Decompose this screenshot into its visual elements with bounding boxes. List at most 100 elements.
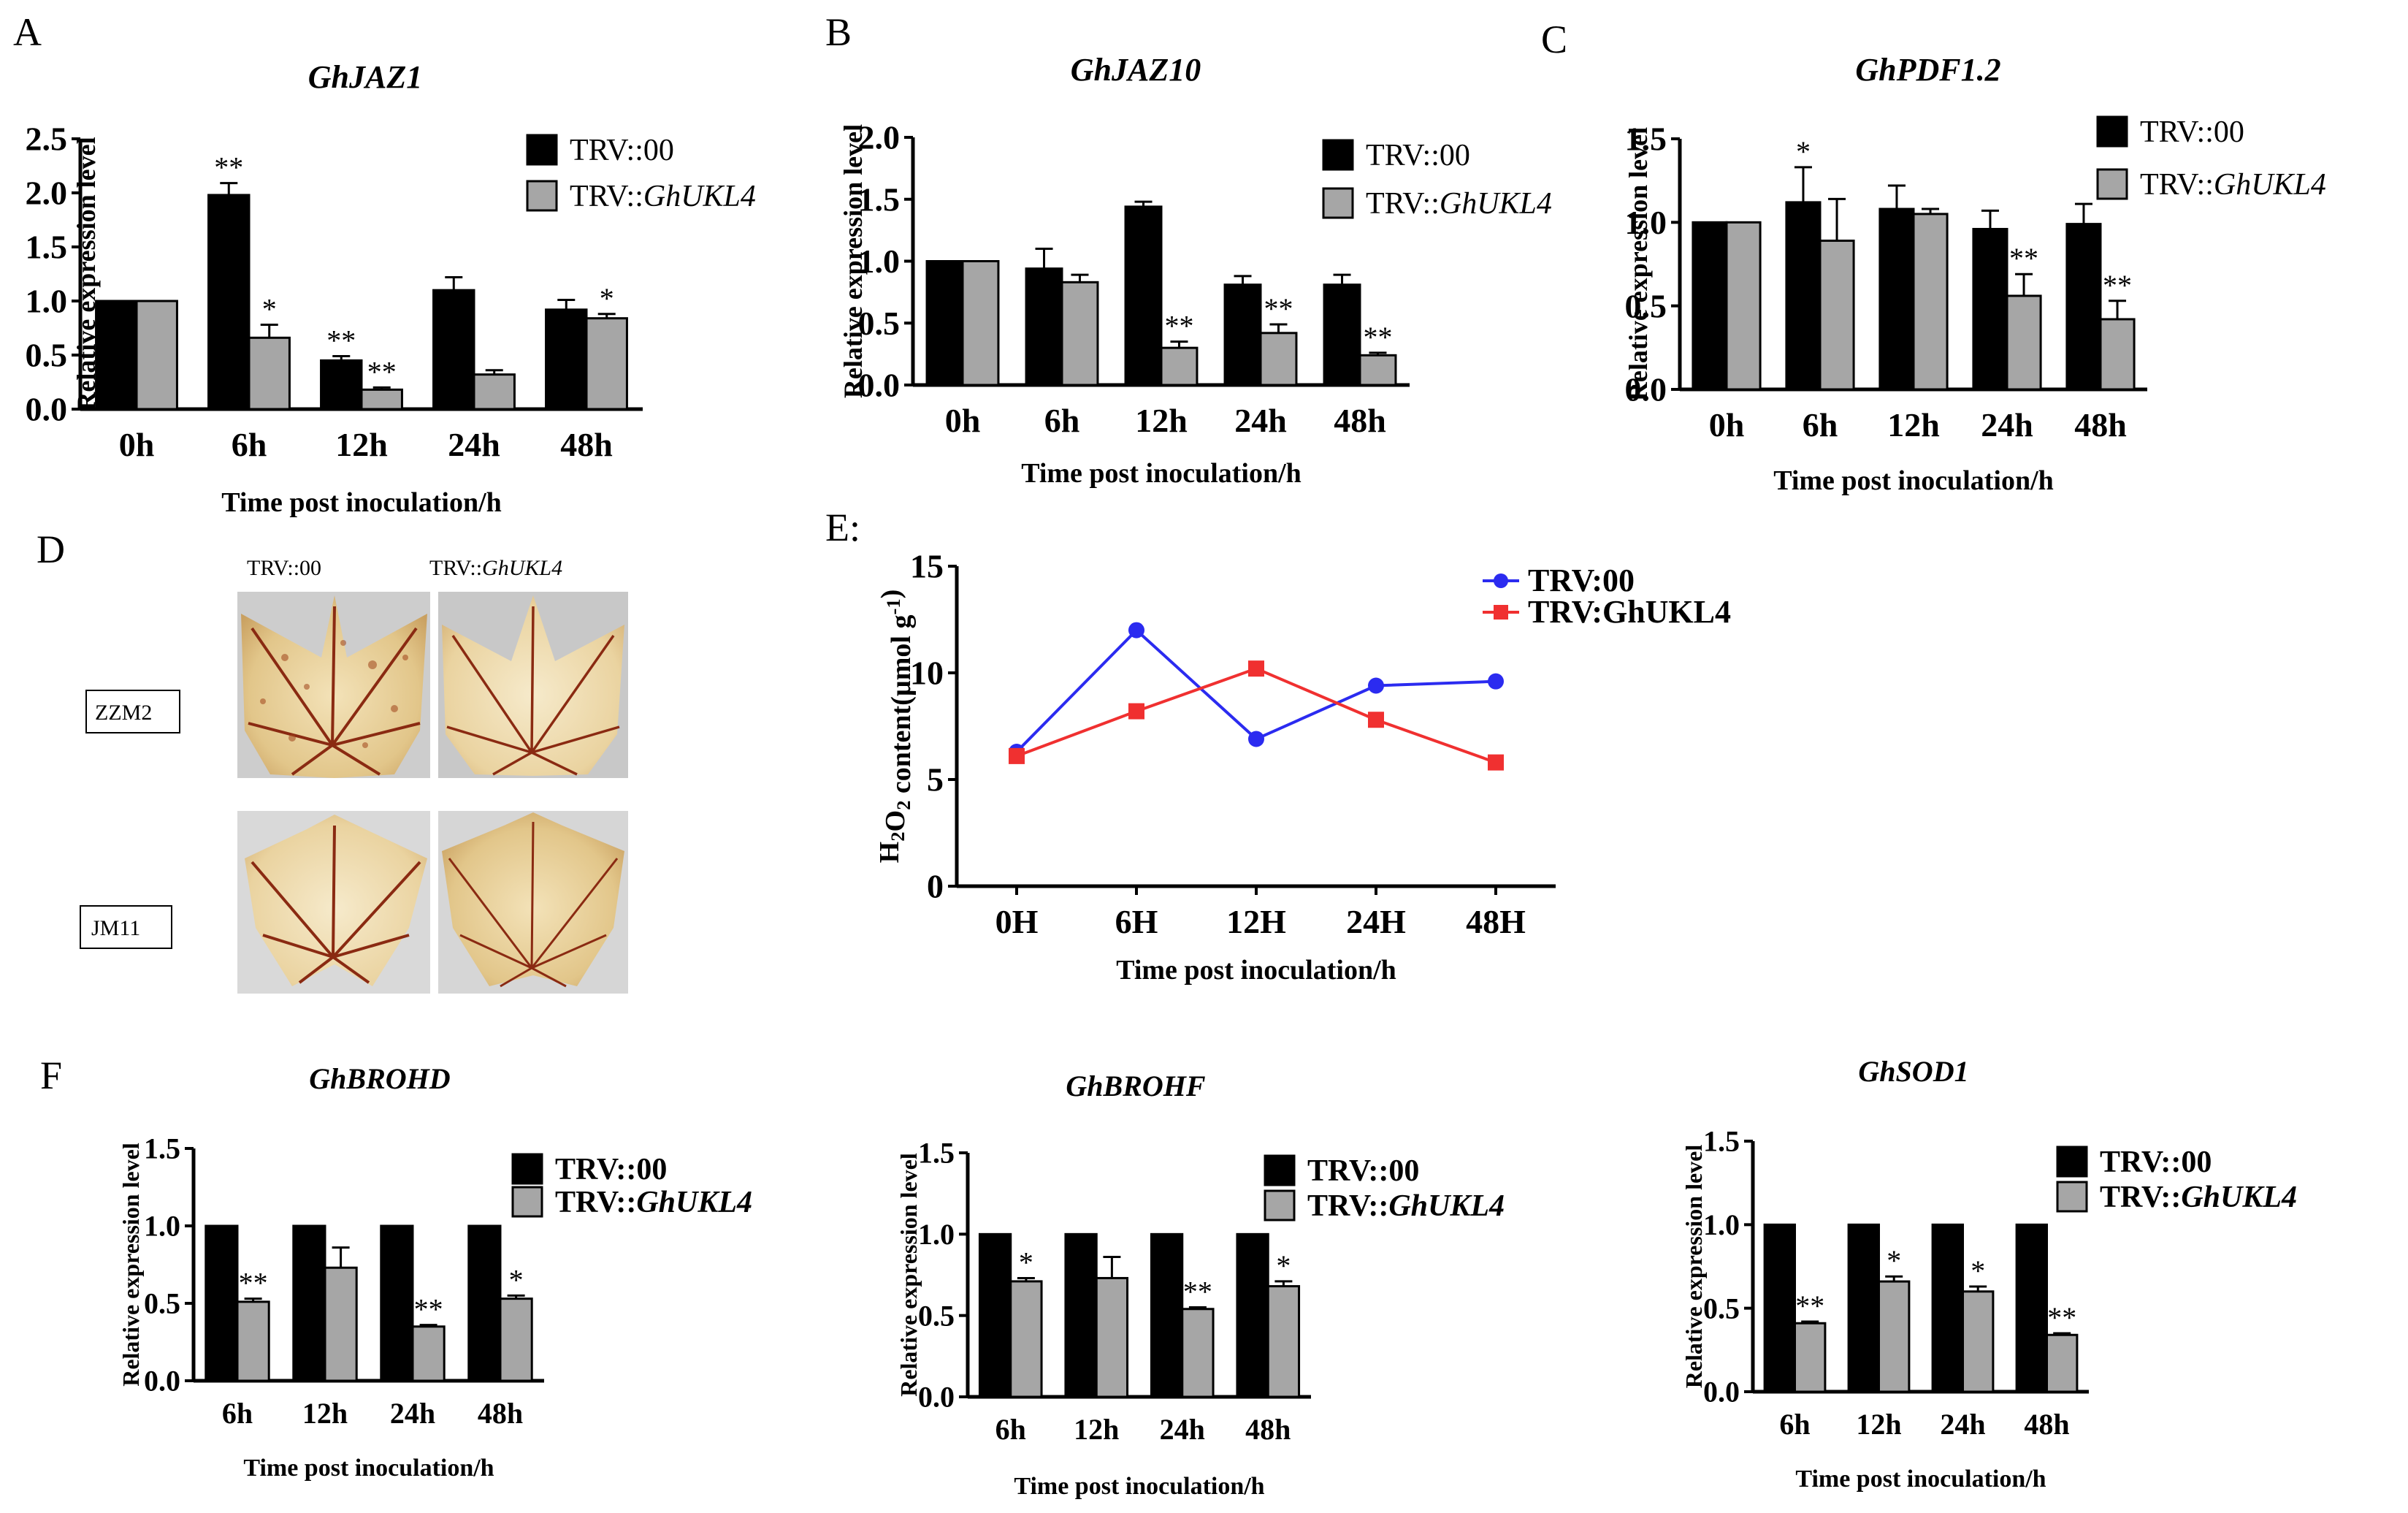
bar <box>1785 201 1822 391</box>
legend-label: TRV::GhUKL4 <box>2100 1181 2297 1214</box>
panel-letter-b: B <box>825 10 852 54</box>
bar <box>2099 318 2136 391</box>
x-tick-label: 48H <box>1466 903 1526 940</box>
y-tick-label: 0.0 <box>26 391 68 428</box>
y-axis-label: Relative expression level <box>895 1153 922 1397</box>
y-tick-label: 0.0 <box>1703 1376 1740 1409</box>
x-tick-label: 6h <box>1803 406 1838 443</box>
legend-label: TRV::00 <box>1366 139 1470 172</box>
bar <box>2015 1223 2049 1393</box>
bar <box>2046 1333 2079 1393</box>
x-tick-label: 6h <box>222 1397 253 1430</box>
x-tick-label: 24h <box>1981 406 2033 443</box>
legend-label: TRV::GhUKL4 <box>570 180 756 213</box>
significance-mark: ** <box>1363 321 1392 354</box>
bar <box>1266 1285 1301 1398</box>
x-axis-label: Time post inoculation/h <box>1021 458 1302 489</box>
data-point <box>1128 703 1144 720</box>
x-axis-label: Time post inoculation/h <box>221 487 502 518</box>
bar <box>1060 281 1099 386</box>
y-axis-label: Relative expression level <box>118 1143 144 1387</box>
chart-title: GhJAZ1 <box>308 59 422 95</box>
photo-col1-label: TRV::00 <box>247 556 321 580</box>
chart-e: 0 5 10 15 0H 6H 12H 24H 48H Time post inoculation… <box>874 548 1731 986</box>
bar <box>324 1266 358 1382</box>
leaf-veins <box>448 821 619 988</box>
y-tick-label: 1.0 <box>918 1218 955 1251</box>
strain-box-zzm2 <box>85 690 180 733</box>
x-tick-label: 24h <box>448 426 500 463</box>
y-tick-label: 2.0 <box>858 119 901 156</box>
x-tick-label: 48h <box>1245 1413 1291 1446</box>
significance-mark: ** <box>239 1267 268 1300</box>
chart-title: GhBROHF <box>1066 1070 1205 1102</box>
y-tick-label: 0.5 <box>26 337 68 374</box>
legend-label: TRV:00 <box>1528 563 1635 598</box>
x-tick-label: 0H <box>995 903 1039 940</box>
bar <box>2006 294 2042 391</box>
panel-letter-f: F <box>40 1053 62 1097</box>
bar <box>1236 1232 1269 1398</box>
x-tick-label: 48h <box>478 1397 523 1430</box>
legend-swatch <box>511 1153 543 1185</box>
legend-label: TRV::GhUKL4 <box>555 1186 752 1219</box>
bar <box>1878 1280 1911 1393</box>
significance-mark: ** <box>2103 269 2132 302</box>
chart-title: GhBROHD <box>309 1062 450 1095</box>
bar <box>467 1224 502 1382</box>
legend-swatch <box>1322 139 1354 171</box>
bar <box>1259 332 1298 386</box>
bar <box>135 300 178 411</box>
leaf-veins <box>251 825 421 984</box>
legend-swatch <box>526 180 558 212</box>
panel-letter-e: E: <box>825 506 860 549</box>
y-tick-label: 1.5 <box>144 1132 180 1165</box>
data-point <box>1128 622 1144 639</box>
data-point <box>1248 731 1264 747</box>
bar <box>1025 267 1063 386</box>
data-point <box>1488 754 1504 771</box>
y-tick-label: 10 <box>910 655 944 692</box>
x-tick-label: 0h <box>119 426 155 463</box>
legend-label: TRV::GhUKL4 <box>1366 187 1552 221</box>
y-tick-label: 0.0 <box>918 1381 955 1414</box>
y-axis-label: H2O2 content(µmol g-1) <box>874 590 917 864</box>
significance-mark: * <box>1019 1246 1033 1278</box>
bar <box>473 373 516 411</box>
significance-mark: ** <box>1264 292 1293 325</box>
y-tick-label: 1.5 <box>26 229 68 266</box>
x-axis-label: Time post inoculation/h <box>1116 955 1396 986</box>
legend-label: TRV:GhUKL4 <box>1528 594 1731 630</box>
x-tick-label: 24h <box>1234 402 1287 439</box>
bar <box>432 289 475 411</box>
y-tick-label: 1.5 <box>858 180 901 218</box>
significance-mark: * <box>1887 1244 1901 1277</box>
legend-label: TRV::GhUKL4 <box>1307 1189 1505 1223</box>
legend-swatch <box>2096 168 2128 200</box>
x-tick-label: 12h <box>1887 406 1940 443</box>
panel-letter-d: D <box>37 527 65 571</box>
legend-label: TRV::00 <box>2100 1146 2212 1179</box>
legend-label: TRV::00 <box>2140 115 2244 149</box>
y-tick-label: 1.0 <box>144 1210 180 1243</box>
bar <box>248 336 291 411</box>
x-axis-label: Time post inoculation/h <box>1014 1473 1264 1500</box>
y-tick-label: 0.5 <box>144 1287 180 1320</box>
panel-letter-a: A <box>13 10 42 54</box>
legend-swatch <box>2056 1181 2088 1213</box>
x-tick-label: 48h <box>2024 1408 2069 1441</box>
x-tick-label: 24h <box>1160 1413 1205 1446</box>
legend-swatch <box>1264 1154 1296 1186</box>
data-point <box>1009 747 1025 764</box>
y-tick-label: 0.0 <box>1625 371 1667 408</box>
bar <box>545 308 588 411</box>
photo-col2-label: TRV::GhUKL4 <box>429 556 562 580</box>
data-point <box>1368 677 1384 694</box>
legend-swatch <box>2056 1146 2088 1178</box>
bar <box>95 300 138 411</box>
bar <box>207 194 251 411</box>
bar <box>1847 1223 1881 1393</box>
y-tick-label: 0 <box>927 868 944 905</box>
chart-f2: 0.0 0.5 1.0 1.5 6h 12h 24h 48h GhBROHF Time post … <box>895 1070 1505 1500</box>
